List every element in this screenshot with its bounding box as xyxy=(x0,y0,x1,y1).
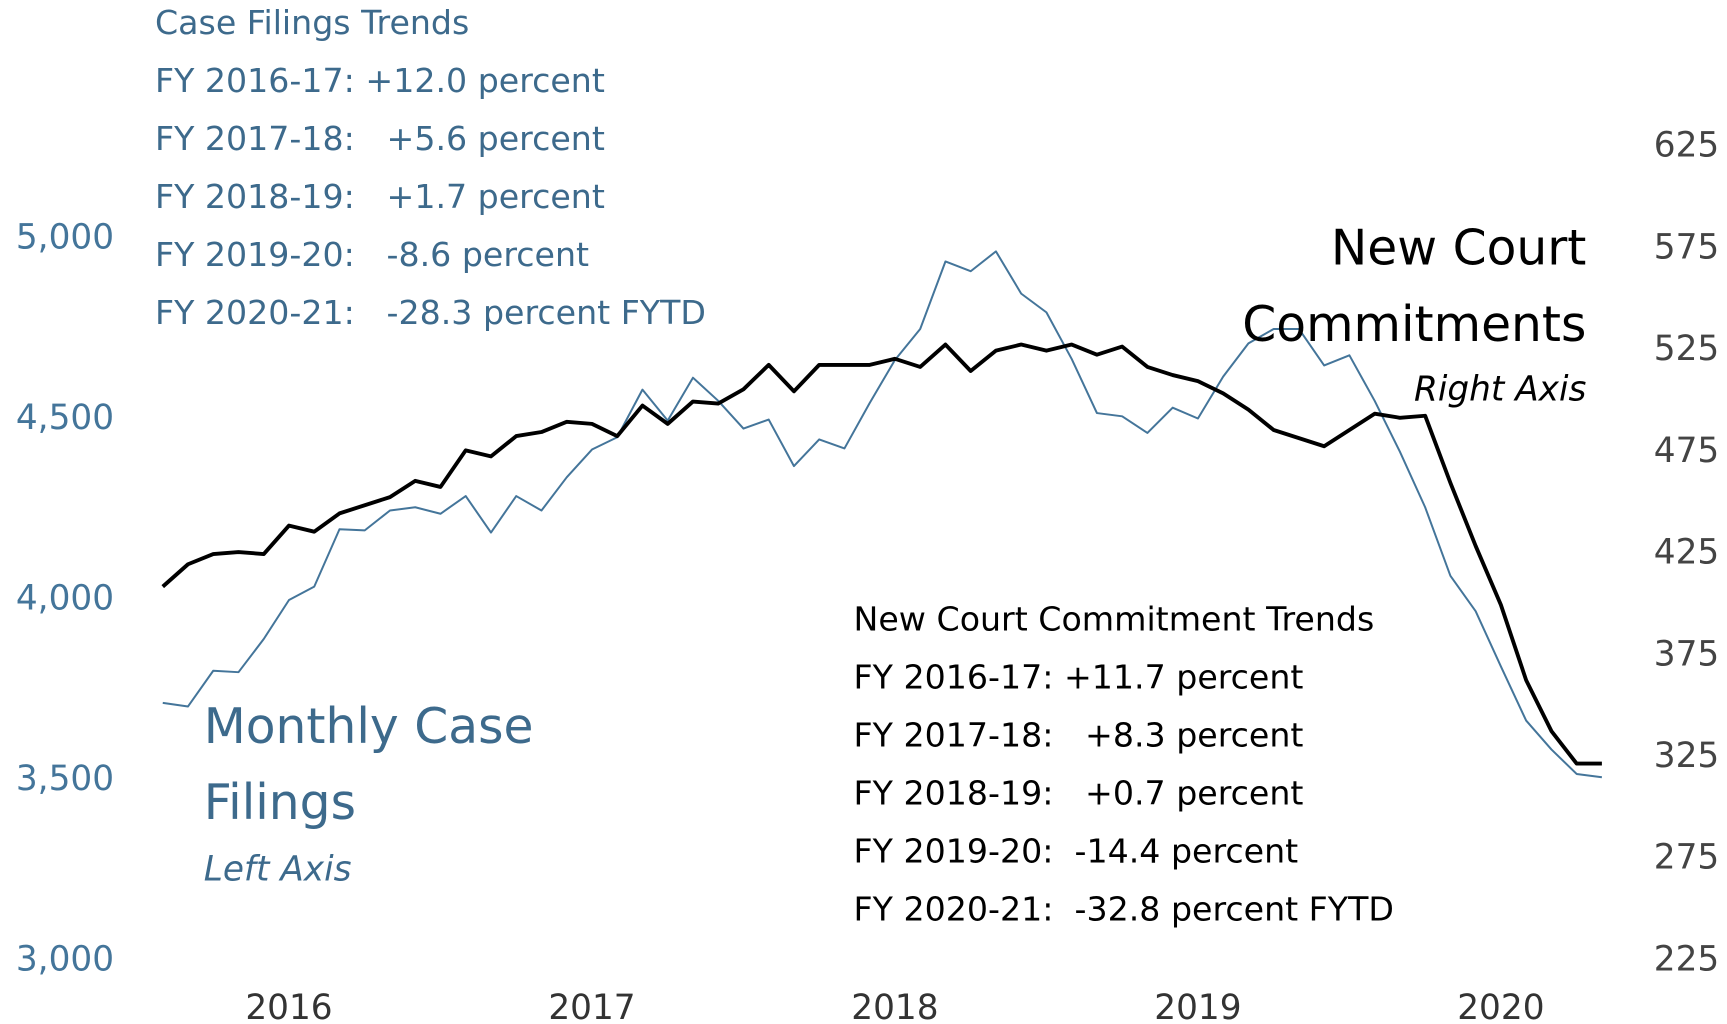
y-tick-label: 3,000 xyxy=(16,939,114,979)
trend-line: FY 2019-20: -14.4 percent xyxy=(854,832,1299,871)
series-line xyxy=(161,342,1602,766)
y2-tick-label: 625 xyxy=(1654,126,1719,166)
y2-tick-label: 425 xyxy=(1654,533,1719,573)
series-line xyxy=(162,250,1603,779)
x-tick-label: 2016 xyxy=(245,988,332,1024)
series-label-box: Monthly Case Filings xyxy=(203,698,534,832)
trend-line: FY 2018-19: +0.7 percent xyxy=(854,774,1304,813)
series-label: Monthly Case Filings xyxy=(203,698,534,832)
x-tick-label: 2018 xyxy=(851,988,938,1024)
y-tick-label: 5,000 xyxy=(16,218,114,258)
y2-tick-label: 475 xyxy=(1654,431,1719,471)
x-tick-label: 2019 xyxy=(1154,988,1241,1024)
x-tick-label: 2017 xyxy=(548,988,635,1024)
trend-line: FY 2020-21: -32.8 percent FYTD xyxy=(854,890,1394,929)
trend-line: FY 2017-18: +5.6 percent xyxy=(155,119,605,158)
y2-tick-label: 375 xyxy=(1654,634,1719,674)
trend-title: New Court Commitment Trends xyxy=(854,600,1375,639)
trend-line: FY 2019-20: -8.6 percent xyxy=(155,235,589,274)
y2-tick-label: 525 xyxy=(1654,329,1719,369)
x-tick-label: 2020 xyxy=(1457,988,1544,1024)
y-tick-label: 4,500 xyxy=(16,398,114,438)
y2-tick-label: 275 xyxy=(1654,838,1719,878)
series-label: New Court Commitments xyxy=(1242,220,1587,354)
series-note: Left Axis xyxy=(204,850,352,890)
series-note: Right Axis xyxy=(1414,369,1587,409)
trend-line: FY 2017-18: +8.3 percent xyxy=(854,716,1304,755)
trend-title: Case Filings Trends xyxy=(155,3,469,42)
y-tick-label: 4,000 xyxy=(16,579,114,619)
trend-line: FY 2016-17: +11.7 percent xyxy=(854,658,1304,697)
y-tick-label: 3,500 xyxy=(16,759,114,799)
trend-line: FY 2016-17: +12.0 percent xyxy=(155,61,605,100)
y2-tick-label: 225 xyxy=(1654,939,1719,979)
trend-line: FY 2018-19: +1.7 percent xyxy=(155,177,605,216)
y2-tick-label: 575 xyxy=(1654,227,1719,267)
series-label-box: New Court Commitments xyxy=(1242,220,1587,354)
y2-tick-label: 325 xyxy=(1654,736,1719,776)
trend-line: FY 2020-21: -28.3 percent FYTD xyxy=(155,293,706,332)
